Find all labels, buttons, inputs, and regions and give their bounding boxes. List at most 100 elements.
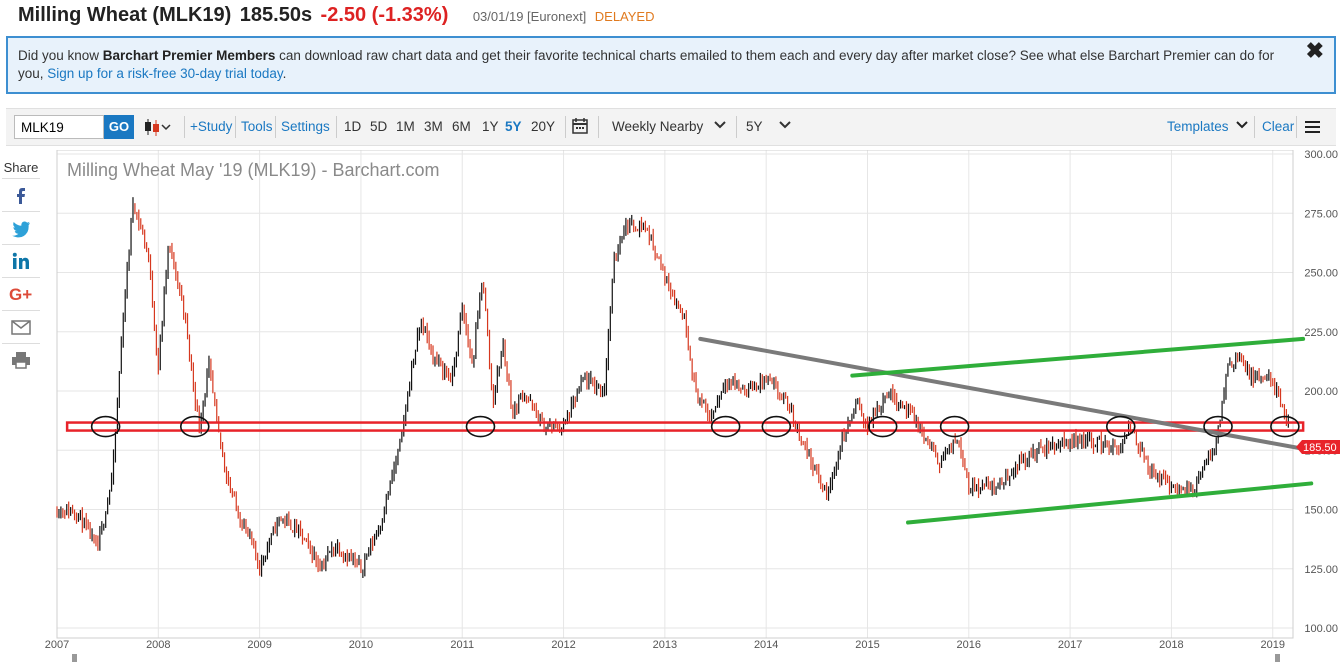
period-6m[interactable]: 6M [452, 119, 471, 134]
support-touch-circle [867, 415, 898, 438]
x-tick-label: 2018 [1159, 639, 1183, 651]
x-tick-label: 2009 [247, 639, 271, 651]
settings-button[interactable]: Settings [281, 119, 330, 134]
x-tick-label: 2010 [349, 639, 373, 651]
x-tick-label: 2008 [146, 639, 170, 651]
x-tick-label: 2011 [450, 639, 474, 651]
banner-text-3: . [282, 66, 287, 81]
banner-text-2: can download raw chart data and get thei… [18, 48, 1275, 81]
linkedin-icon [12, 252, 29, 269]
support-touch-circle [761, 415, 792, 438]
toolbar-divider [275, 116, 276, 138]
print-icon [12, 352, 30, 369]
templates-label: Templates [1167, 119, 1229, 134]
share-google-plus-button[interactable]: G+ [2, 277, 40, 310]
twitter-icon [12, 221, 30, 238]
aggregation-select[interactable]: Weekly Nearby [612, 109, 727, 145]
scroll-handle-right[interactable] [1275, 654, 1280, 662]
x-tick-label: 2017 [1058, 639, 1082, 651]
chevron-down-icon [714, 121, 726, 129]
toolbar-divider [565, 116, 566, 138]
plot-border [56, 150, 1294, 639]
period-20y[interactable]: 20Y [531, 119, 556, 134]
chart-annotations [65, 336, 1314, 525]
y-tick-label: 150.00 [1304, 505, 1338, 517]
instrument-title: Milling Wheat (MLK19) [18, 4, 232, 26]
chevron-down-icon [779, 121, 791, 129]
calendar-icon [572, 118, 588, 134]
lower-channel-line [906, 481, 1314, 525]
premier-banner: Did you know Barchart Premier Members ca… [6, 36, 1336, 94]
chart-menu-button[interactable] [1304, 109, 1322, 145]
period-5y[interactable]: 5Y [505, 119, 522, 134]
y-tick-label: 275.00 [1304, 208, 1338, 220]
period-5d[interactable]: 5D [370, 119, 388, 134]
aggregation-value: Weekly Nearby [612, 119, 704, 134]
date-range-button[interactable] [571, 109, 589, 145]
clear-button[interactable]: Clear [1262, 119, 1295, 134]
toolbar-divider [1296, 116, 1297, 138]
toolbar-divider [336, 116, 337, 138]
range-scroll-handles[interactable] [72, 654, 1280, 662]
upper-channel-line [850, 336, 1306, 378]
facebook-icon [17, 188, 25, 204]
add-study-button[interactable]: +Study [190, 119, 233, 134]
share-print-button[interactable] [2, 343, 40, 376]
range-value: 5Y [746, 119, 763, 134]
x-axis: 2007 2008 2009 2010 2011 2012 2013 2014 2015 2016… [45, 639, 1285, 651]
share-twitter-button[interactable] [2, 211, 40, 244]
support-level-band [65, 421, 1305, 432]
support-touch-circle [90, 415, 121, 438]
support-touch-circle [1105, 415, 1136, 438]
email-icon [11, 320, 31, 335]
toolbar-divider [184, 116, 185, 138]
chart-type-button[interactable] [142, 109, 172, 145]
share-label: Share [3, 160, 39, 175]
share-linkedin-button[interactable] [2, 244, 40, 277]
x-tick-label: 2016 [957, 639, 981, 651]
share-panel: Share G+ [2, 158, 40, 376]
x-tick-label: 2013 [653, 639, 677, 651]
x-tick-label: 2007 [45, 639, 69, 651]
share-facebook-button[interactable] [2, 178, 40, 211]
toolbar-divider [598, 116, 599, 138]
downtrend-line [698, 336, 1314, 453]
symbol-input[interactable] [14, 115, 104, 139]
quote-header: Milling Wheat (MLK19) 185.50s -2.50 (-1.… [18, 4, 655, 30]
x-tick-label: 2019 [1260, 639, 1284, 651]
templates-button[interactable]: Templates [1167, 109, 1249, 145]
range-select[interactable]: 5Y [746, 109, 792, 145]
period-1m[interactable]: 1M [396, 119, 415, 134]
y-tick-label: 125.00 [1304, 564, 1338, 576]
last-price-label: 185.50 [1303, 442, 1337, 454]
y-tick-label: 200.00 [1304, 386, 1338, 398]
go-button[interactable]: GO [104, 115, 134, 139]
period-1y[interactable]: 1Y [482, 119, 499, 134]
toolbar-divider [235, 116, 236, 138]
price-bars [56, 197, 1289, 578]
candlestick-icon [145, 119, 171, 136]
quote-meta: 03/01/19 [Euronext] [472, 9, 587, 24]
share-email-button[interactable] [2, 310, 40, 343]
x-tick-label: 2014 [754, 639, 778, 651]
period-1d[interactable]: 1D [344, 119, 362, 134]
chevron-down-icon [1236, 121, 1249, 129]
last-price: 185.50s [239, 4, 313, 26]
delayed-badge: DELAYED [594, 9, 655, 24]
close-icon[interactable]: ✖ [1305, 38, 1324, 63]
support-touch-circle [1203, 415, 1233, 438]
y-tick-label: 225.00 [1304, 327, 1338, 339]
trial-signup-link[interactable]: Sign up for a risk-free 30-day trial tod… [47, 66, 283, 81]
period-3m[interactable]: 3M [424, 119, 443, 134]
support-touch-circle [1270, 415, 1300, 438]
toolbar-divider [1254, 116, 1255, 138]
support-touch-circle [179, 415, 210, 438]
tools-button[interactable]: Tools [241, 119, 273, 134]
x-tick-label: 2012 [551, 639, 575, 651]
y-tick-label: 100.00 [1304, 623, 1338, 635]
scroll-handle-left[interactable] [72, 654, 77, 662]
support-touch-circle [710, 415, 741, 438]
support-touch-circle [465, 415, 496, 438]
y-tick-label: 250.00 [1304, 268, 1338, 280]
price-chart[interactable]: Milling Wheat May '19 (MLK19) - Barchart… [0, 150, 1344, 662]
